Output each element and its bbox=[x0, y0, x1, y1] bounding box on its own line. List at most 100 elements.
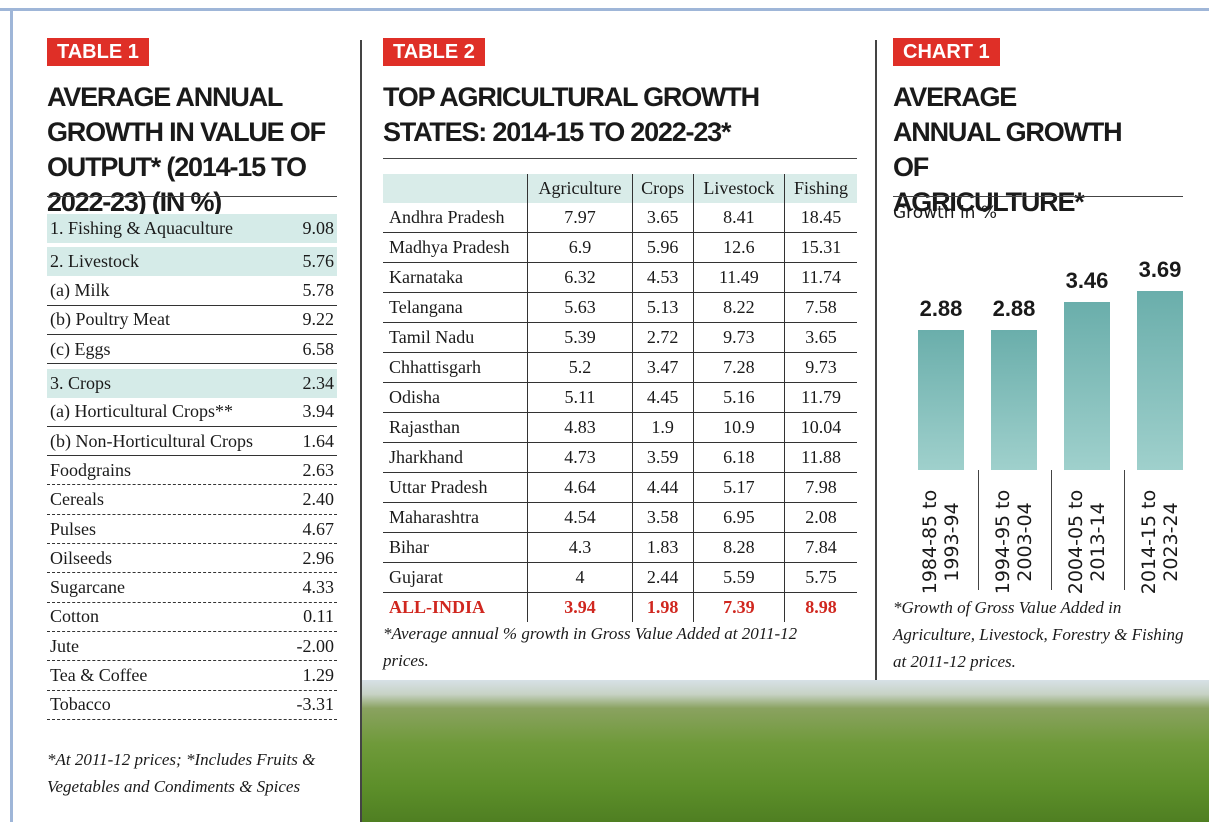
cell-value: 9.73 bbox=[785, 353, 857, 383]
row-label: (a) Milk bbox=[50, 280, 109, 301]
category-divider bbox=[1124, 470, 1125, 590]
cell-value: 7.28 bbox=[693, 353, 784, 383]
cell-value: 4.53 bbox=[632, 263, 693, 293]
cell-value: 4.64 bbox=[528, 473, 632, 503]
rule bbox=[383, 158, 857, 159]
row-label: Karnataka bbox=[383, 263, 528, 293]
bar bbox=[991, 330, 1037, 470]
infographic: TABLE 1 AVERAGE ANNUAL GROWTH IN VALUE O… bbox=[0, 0, 1209, 822]
table-title: AVERAGE ANNUAL GROWTH IN VALUE OF OUTPUT… bbox=[47, 80, 342, 220]
cell-value: 5.96 bbox=[632, 233, 693, 263]
table-row: Cereals2.40 bbox=[47, 486, 337, 515]
table2: AgricultureCropsLivestockFishing Andhra … bbox=[383, 174, 857, 622]
cell-value: 18.45 bbox=[785, 203, 857, 233]
row-label: Sugarcane bbox=[50, 577, 125, 598]
footnote: *Growth of Gross Value Added in Agricult… bbox=[893, 594, 1193, 675]
cell-value: 1.98 bbox=[632, 593, 693, 623]
row-label: Jharkhand bbox=[383, 443, 528, 473]
table-row: Oilseeds 2.96 bbox=[47, 544, 337, 573]
frame-left bbox=[10, 8, 13, 822]
cell-value: 6.32 bbox=[528, 263, 632, 293]
column-header: Agriculture bbox=[528, 174, 632, 203]
footnote: *At 2011-12 prices; *Includes Fruits & V… bbox=[47, 746, 347, 800]
cell-value: 8.41 bbox=[693, 203, 784, 233]
cell-value: 5.11 bbox=[528, 383, 632, 413]
bar bbox=[1137, 291, 1183, 470]
row-label: Telangana bbox=[383, 293, 528, 323]
cell-value: 7.58 bbox=[785, 293, 857, 323]
cell-value: 11.79 bbox=[785, 383, 857, 413]
row-label: Tobacco bbox=[50, 694, 111, 715]
cell-value: 7.39 bbox=[693, 593, 784, 623]
row-label: Pulses bbox=[50, 519, 96, 540]
cell-value: 5.75 bbox=[785, 563, 857, 593]
cell-value: 5.59 bbox=[693, 563, 784, 593]
table-row: (b) Non-Horticultural Crops1.64 bbox=[47, 427, 337, 456]
bar bbox=[1064, 302, 1110, 470]
table-row: Chhattisgarh5.23.477.289.73 bbox=[383, 353, 857, 383]
value-label: 2.88 bbox=[974, 296, 1054, 322]
row-label: (b) Poultry Meat bbox=[50, 309, 170, 330]
table-row: Tea & Coffee1.29 bbox=[47, 662, 337, 691]
table-row: Andhra Pradesh7.973.658.4118.45 bbox=[383, 203, 857, 233]
cell-value: 6.18 bbox=[693, 443, 784, 473]
column-divider bbox=[875, 40, 877, 690]
cell-value: 4.83 bbox=[528, 413, 632, 443]
cell-value: 10.04 bbox=[785, 413, 857, 443]
row-value: 0.11 bbox=[303, 606, 334, 627]
cell-value: 4.54 bbox=[528, 503, 632, 533]
cell-value: 1.83 bbox=[632, 533, 693, 563]
row-label: Tamil Nadu bbox=[383, 323, 528, 353]
row-label: Oilseeds bbox=[50, 548, 112, 569]
value-label: 3.69 bbox=[1120, 257, 1200, 283]
cell-value: 3.47 bbox=[632, 353, 693, 383]
row-value: 2.96 bbox=[303, 548, 335, 569]
row-label: Madhya Pradesh bbox=[383, 233, 528, 263]
chart-title: AVERAGE ANNUAL GROWTH OF AGRICULTURE* bbox=[893, 80, 1123, 220]
cell-value: 4.3 bbox=[528, 533, 632, 563]
table-row: 1. Fishing & Aquaculture9.08 bbox=[47, 214, 337, 243]
cell-value: 4.73 bbox=[528, 443, 632, 473]
row-label: Uttar Pradesh bbox=[383, 473, 528, 503]
cell-value: 6.9 bbox=[528, 233, 632, 263]
cell-value: 7.97 bbox=[528, 203, 632, 233]
row-label: ALL-INDIA bbox=[383, 593, 528, 623]
cell-value: 5.16 bbox=[693, 383, 784, 413]
cell-value: 8.28 bbox=[693, 533, 784, 563]
cell-value: 4.44 bbox=[632, 473, 693, 503]
table-row: Bihar4.31.838.287.84 bbox=[383, 533, 857, 563]
row-value: 2.40 bbox=[303, 489, 335, 510]
cell-value: 11.74 bbox=[785, 263, 857, 293]
cell-value: 15.31 bbox=[785, 233, 857, 263]
row-value: 1.29 bbox=[303, 665, 335, 686]
row-label: Rajasthan bbox=[383, 413, 528, 443]
cell-value: 9.73 bbox=[693, 323, 784, 353]
table-row: 2. Livestock5.76 bbox=[47, 247, 337, 276]
cell-value: 12.6 bbox=[693, 233, 784, 263]
cell-value: 3.58 bbox=[632, 503, 693, 533]
cell-value: 7.84 bbox=[785, 533, 857, 563]
x-tick-label: 2004-05 to 2013-14 bbox=[1065, 487, 1109, 597]
cell-value: 5.2 bbox=[528, 353, 632, 383]
x-tick-label: 1994-95 to 2003-04 bbox=[992, 487, 1036, 597]
row-label: Foodgrains bbox=[50, 460, 131, 481]
frame-top bbox=[0, 8, 1209, 11]
tag: TABLE 2 bbox=[383, 38, 485, 66]
cell-value: 3.65 bbox=[785, 323, 857, 353]
row-value: 9.08 bbox=[303, 218, 335, 239]
tag: CHART 1 bbox=[893, 38, 1000, 66]
cell-value: 3.59 bbox=[632, 443, 693, 473]
row-label: 3. Crops bbox=[50, 373, 111, 394]
value-label: 3.46 bbox=[1047, 268, 1127, 294]
